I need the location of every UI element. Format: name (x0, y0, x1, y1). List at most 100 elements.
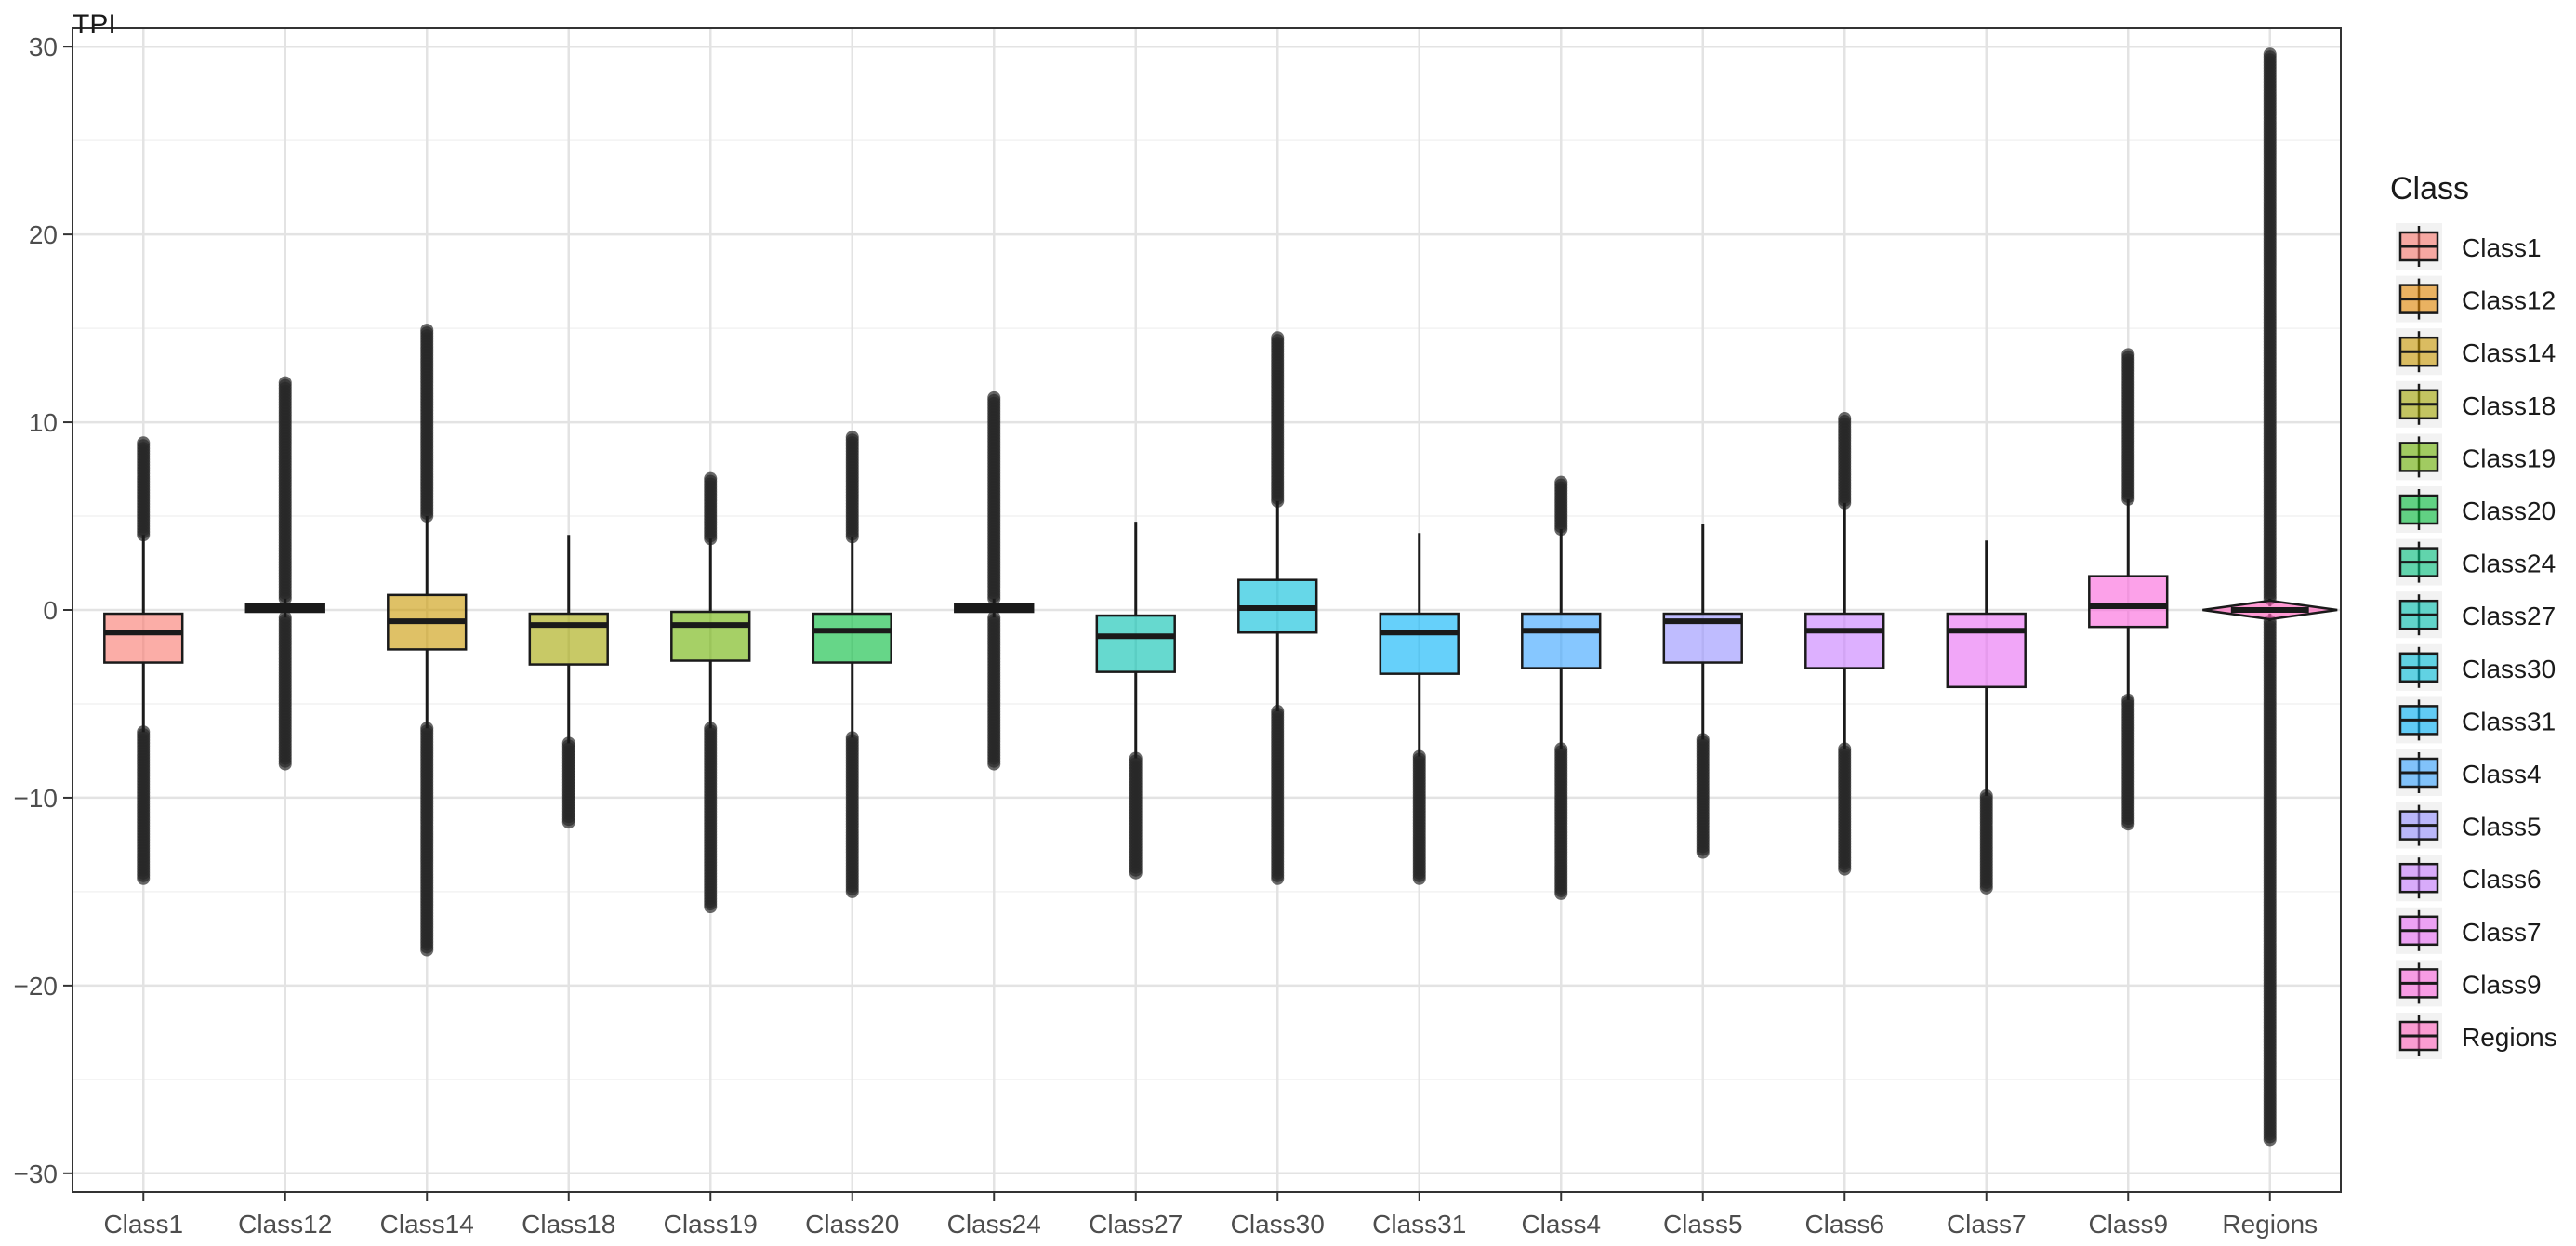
y-tick-label: −30 (14, 1160, 59, 1188)
y-tick-label: 30 (29, 33, 58, 61)
outlier-point (1554, 475, 1568, 489)
box-body (1379, 612, 1460, 675)
outlier-point (420, 943, 434, 957)
box-body (1095, 614, 1176, 673)
x-tick-label: Class14 (380, 1210, 474, 1239)
outlier-point (420, 324, 434, 338)
legend-item-class9: Class9 (2396, 960, 2542, 1007)
legend-label: Class20 (2462, 497, 2556, 525)
x-tick-label: Class6 (1804, 1210, 1884, 1239)
outlier-point (1129, 866, 1143, 880)
box-class27 (1095, 522, 1176, 880)
box-class7 (1946, 540, 2027, 895)
box-class19 (670, 471, 751, 914)
legend-item-class5: Class5 (2396, 802, 2542, 849)
legend-item-class6: Class6 (2396, 855, 2542, 902)
outlier-point (1696, 845, 1710, 859)
legend-item-class31: Class31 (2396, 696, 2556, 744)
box-class30 (1237, 331, 1318, 885)
outlier-point (1838, 412, 1852, 426)
outlier-point (2121, 348, 2135, 362)
box-class14 (387, 324, 468, 957)
x-tick-label: Regions (2222, 1210, 2318, 1239)
outlier-point (2263, 1133, 2277, 1147)
box-body (1804, 612, 1885, 669)
outlier-point (1979, 881, 1993, 895)
box-class4 (1521, 475, 1602, 900)
legend-item-class18: Class18 (2396, 380, 2556, 428)
legend-item-regions: Regions (2396, 1013, 2557, 1059)
outlier-point (845, 884, 859, 898)
legend-item-class12: Class12 (2396, 275, 2556, 323)
box-class24 (954, 391, 1035, 771)
box-class1 (103, 436, 184, 885)
box-class9 (2088, 348, 2169, 831)
legend-item-class4: Class4 (2396, 749, 2542, 796)
legend-label: Class9 (2462, 970, 2542, 999)
box-body (1946, 612, 2027, 689)
legend-item-class14: Class14 (2396, 328, 2556, 376)
legend-label: Class27 (2462, 602, 2556, 630)
x-tick-label: Class5 (1663, 1210, 1743, 1239)
outlier-point (1271, 331, 1285, 345)
legend-label: Class31 (2462, 707, 2556, 736)
legend-label: Class4 (2462, 760, 2542, 789)
outlier-point (2121, 817, 2135, 831)
x-tick-label: Class20 (805, 1210, 899, 1239)
outlier-point (1412, 871, 1426, 885)
outlier-point (1271, 871, 1285, 885)
box-class6 (1804, 412, 1885, 876)
x-tick-label: Class19 (664, 1210, 758, 1239)
axis-layer: −30 −20 −10 0 10 20 30 Class1 Class12 Class14 Clas… (14, 33, 2318, 1239)
box-body (670, 610, 751, 662)
x-tick-label: Class27 (1089, 1210, 1182, 1239)
x-tick-label: Class9 (2088, 1210, 2168, 1239)
y-tick-label: 20 (29, 220, 58, 249)
outlier-point (1554, 886, 1568, 900)
box-class12 (244, 376, 325, 771)
outlier-point (137, 436, 151, 450)
outlier-point (278, 376, 292, 390)
y-tick-label: −10 (14, 784, 59, 813)
legend-label: Regions (2462, 1023, 2557, 1052)
box-body (2088, 575, 2169, 629)
x-tick-label: Class12 (238, 1210, 332, 1239)
legend-item-class1: Class1 (2396, 223, 2542, 270)
box-layer (103, 47, 2338, 1147)
legend-label: Class18 (2462, 391, 2556, 420)
grid-layer (73, 28, 2341, 1192)
box-regions (2202, 47, 2338, 1147)
legend-label: Class1 (2462, 233, 2542, 262)
box-class31 (1379, 533, 1460, 885)
legend-title: Class (2390, 171, 2469, 206)
legend-item-class7: Class7 (2396, 907, 2542, 954)
outlier-point (704, 471, 718, 485)
outlier-point (137, 871, 151, 885)
x-tick-label: Class24 (947, 1210, 1041, 1239)
legend-item-class27: Class27 (2396, 591, 2556, 639)
legend-item-class24: Class24 (2396, 538, 2556, 586)
box-body (528, 612, 609, 666)
y-tick-label: −20 (14, 972, 59, 1001)
legend-label: Class5 (2462, 813, 2542, 842)
box-class5 (1662, 524, 1743, 859)
legend-label: Class24 (2462, 550, 2556, 578)
legend: Class Class1 Class12 Class14 Class18 Class19… (2390, 171, 2557, 1059)
box-body (812, 612, 892, 664)
legend-label: Class30 (2462, 655, 2556, 683)
outlier-point (561, 815, 575, 829)
legend-item-class19: Class19 (2396, 433, 2556, 481)
box-body (103, 612, 184, 664)
outlier-point (987, 757, 1001, 771)
y-tick-label: 0 (43, 596, 58, 625)
x-tick-label: Class7 (1947, 1210, 2027, 1239)
x-tick-label: Class4 (1521, 1210, 1601, 1239)
legend-label: Class6 (2462, 865, 2542, 894)
x-tick-label: Class31 (1372, 1210, 1466, 1239)
legend-label: Class12 (2462, 286, 2556, 315)
outlier-point (278, 757, 292, 771)
outlier-point (987, 391, 1001, 404)
x-tick-label: Class30 (1231, 1210, 1325, 1239)
box-body (1521, 612, 1602, 669)
